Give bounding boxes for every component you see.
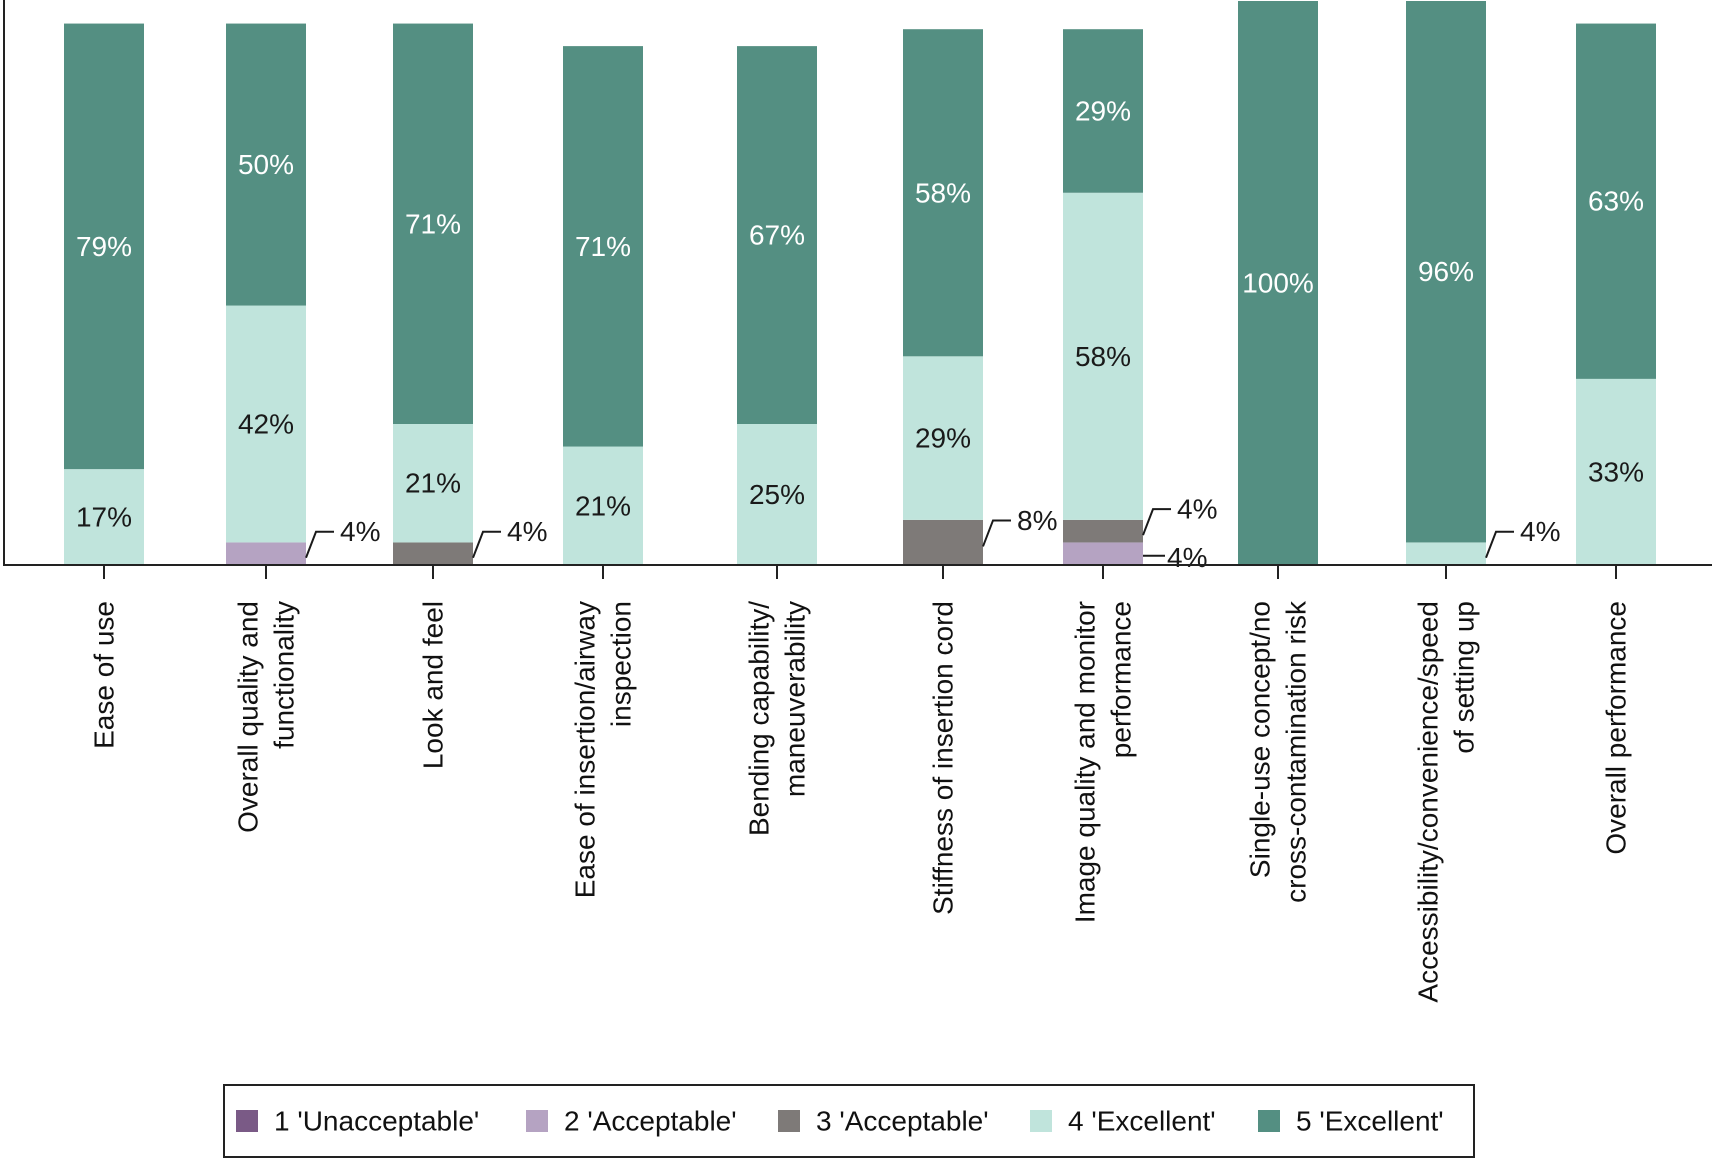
legend-swatch (778, 1110, 800, 1132)
x-tick-label: of setting up (1449, 601, 1480, 754)
callout-leader-line (1142, 508, 1171, 536)
x-tick-label: Accessibility/convenience/speed (1413, 601, 1444, 1003)
data-label-callout: 4% (507, 516, 547, 547)
x-tick-label: cross-contamination risk (1281, 600, 1312, 903)
data-label: 33% (1588, 456, 1644, 487)
legend-label: 2 'Acceptable' (564, 1106, 737, 1137)
data-label-callout: 4% (1177, 494, 1217, 525)
callout-leader-line (982, 519, 1011, 547)
data-label: 50% (238, 149, 294, 180)
bar-segment (64, 469, 144, 565)
x-tick-label: performance (1106, 601, 1137, 758)
axes (3, 0, 1712, 579)
bar-segment (1063, 542, 1143, 565)
legend-label: 5 'Excellent' (1296, 1106, 1444, 1137)
bar-segment (226, 305, 306, 543)
bar-segment (903, 29, 983, 357)
bar-segment (1063, 192, 1143, 520)
x-tick-label: functionality (269, 601, 300, 749)
data-label-callout: 4% (1167, 542, 1207, 573)
x-tick-label: Single-use concept/no (1245, 601, 1276, 878)
legend-item[interactable]: 3 'Acceptable' (778, 1106, 989, 1137)
data-label-callout: 4% (1520, 516, 1560, 547)
x-tick-label: Bending capability/ (744, 601, 775, 836)
data-label: 63% (1588, 186, 1644, 217)
bar-segment (563, 446, 643, 565)
data-label-callout: 4% (340, 516, 380, 547)
legend[interactable]: 1 'Unacceptable' 2 'Acceptable' 3 'Accepta… (223, 1084, 1475, 1158)
bar-segment (1406, 1, 1486, 543)
plot-area: 17% 79% 42% 50% 21% 71% 21% 71% 25% 67% 29% 58% 58% 2… (64, 1, 1656, 565)
bar-segment (563, 46, 643, 447)
x-tick-label: Ease of use (89, 601, 120, 749)
x-tick-label: Ease of insertion/airway (570, 601, 601, 898)
bar-segment (393, 424, 473, 543)
bar-segment (393, 23, 473, 425)
data-label: 71% (405, 208, 461, 239)
bar-segment (1576, 378, 1656, 565)
data-label: 58% (915, 177, 971, 208)
data-label: 21% (575, 490, 631, 521)
bar-segment (1238, 1, 1318, 565)
data-label: 42% (238, 409, 294, 440)
bar-segment (1063, 519, 1143, 543)
bar-segment (1576, 23, 1656, 379)
legend-item[interactable]: 5 'Excellent' (1258, 1106, 1444, 1137)
data-label: 100% (1242, 268, 1314, 299)
legend-item[interactable]: 2 'Acceptable' (526, 1106, 737, 1137)
bar-segment (226, 542, 306, 565)
data-label: 58% (1075, 341, 1131, 372)
data-label: 71% (575, 231, 631, 262)
data-label: 96% (1418, 256, 1474, 287)
data-label: 67% (749, 220, 805, 251)
x-tick-label: inspection (606, 601, 637, 727)
bar-segment (1406, 542, 1486, 565)
legend-swatch (526, 1110, 548, 1132)
callout-leader-line (1485, 530, 1514, 559)
legend-item[interactable]: 1 'Unacceptable' (236, 1106, 479, 1137)
data-label: 29% (1075, 95, 1131, 126)
legend-label: 4 'Excellent' (1068, 1106, 1216, 1137)
x-tick-label: Stiffness of insertion cord (928, 601, 959, 915)
data-label: 25% (749, 479, 805, 510)
bar-segment (1063, 29, 1143, 193)
legend-item[interactable]: 4 'Excellent' (1030, 1106, 1216, 1137)
x-tick-label: Overall performance (1601, 601, 1632, 855)
data-label: 29% (915, 423, 971, 454)
callout-layer: 4% 4% 8% 4% 4% 4% (305, 494, 1560, 573)
x-tick-label: Look and feel (418, 601, 449, 769)
bar-segment (64, 23, 144, 470)
x-tick-label: Image quality and monitor (1070, 601, 1101, 923)
legend-label: 1 'Unacceptable' (274, 1106, 479, 1137)
bar-segment (903, 356, 983, 520)
legend-swatch (1258, 1110, 1280, 1132)
x-tick-label: maneuverability (780, 601, 811, 797)
bar-segment (226, 23, 306, 306)
bar-segment (737, 424, 817, 565)
x-tick-label: Overall quality and (233, 601, 264, 833)
callout-leader-line (305, 530, 334, 559)
legend-label: 3 'Acceptable' (816, 1106, 989, 1137)
legend-swatch (236, 1110, 258, 1132)
data-label-callout: 8% (1017, 505, 1057, 536)
bar-segment (903, 519, 983, 565)
legend-box (223, 1084, 1475, 1158)
category-labels: Ease of use Overall quality and functional… (89, 600, 1632, 1003)
bar-segment (737, 46, 817, 425)
data-label: 21% (405, 468, 461, 499)
bar-segment (393, 542, 473, 565)
callout-leader-line (472, 530, 501, 559)
data-label: 17% (76, 502, 132, 533)
data-label: 79% (76, 231, 132, 262)
legend-swatch (1030, 1110, 1052, 1132)
